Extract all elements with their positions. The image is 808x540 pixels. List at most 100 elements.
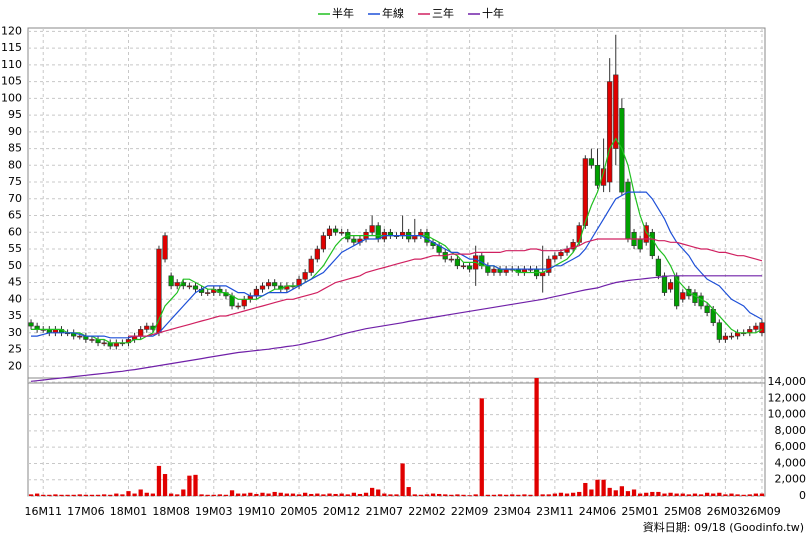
volume-bar — [83, 494, 88, 496]
x-tick-label: 18M01 — [110, 505, 148, 518]
candle-body — [265, 282, 272, 287]
volume-bar — [126, 491, 131, 496]
price-panel — [27, 27, 766, 384]
x-tick-label: 25M01 — [621, 505, 659, 518]
y-tick-label: 70 — [8, 192, 22, 205]
volume-bar — [138, 489, 143, 496]
x-tick-label: 26M03 — [707, 505, 745, 518]
volume-bar — [601, 479, 606, 496]
y-tick-label: 25 — [8, 343, 22, 356]
candle-body — [369, 225, 375, 233]
volume-bar — [607, 487, 612, 496]
x-tick-label: 24M06 — [579, 505, 617, 518]
candle-body — [259, 285, 266, 290]
volume-bar — [400, 463, 405, 496]
volume-bar — [59, 494, 64, 496]
volume-bar — [169, 493, 174, 496]
volume-bar — [455, 494, 460, 496]
candle-body — [649, 231, 655, 257]
volume-bar — [735, 494, 740, 496]
candle-body — [485, 265, 491, 273]
volume-bar — [430, 493, 436, 496]
volume-bar — [199, 494, 204, 496]
volume-bar — [156, 465, 162, 496]
candle-body — [552, 255, 558, 260]
volume-bar — [686, 494, 691, 496]
candle-body — [588, 158, 595, 166]
y-tick-label: 120 — [1, 24, 22, 37]
volume-bar — [656, 491, 661, 496]
y-tick-label: 65 — [8, 209, 22, 222]
candle-body — [235, 305, 241, 308]
volume-bar — [467, 495, 472, 496]
volume-bar — [89, 494, 95, 496]
volume-bar — [120, 494, 125, 496]
candle-body — [314, 248, 320, 260]
volume-bar — [571, 492, 576, 496]
candle-body — [308, 258, 314, 273]
volume-bar — [613, 490, 618, 496]
volume-bar — [449, 494, 454, 496]
candle-body — [570, 242, 576, 250]
volume-bar — [692, 493, 698, 496]
x-tick-label: 22M02 — [408, 505, 446, 518]
candle-body — [460, 265, 467, 268]
volume-bar — [680, 493, 685, 496]
candle-body — [351, 238, 357, 243]
candle-body — [339, 231, 345, 234]
candle-body — [637, 238, 643, 250]
volume-bar — [53, 494, 58, 496]
y2-tick-label: 10,000 — [768, 408, 807, 421]
volume-bar — [35, 493, 40, 496]
y2-tick-label: 2,000 — [775, 473, 807, 486]
x-tick-label: 16M11 — [24, 505, 62, 518]
y-tick-label: 75 — [8, 175, 22, 188]
candle-body — [77, 335, 83, 338]
legend: 半年 年線 三年 十年 — [318, 6, 504, 20]
volume-bar — [193, 474, 198, 496]
candle-body — [253, 288, 260, 297]
volume-bar — [564, 493, 570, 496]
ma-line — [128, 238, 763, 337]
volume-bar — [333, 493, 338, 496]
volume-bar — [28, 494, 34, 496]
y2-tick-label: 14,000 — [768, 375, 807, 388]
volume-bar — [595, 479, 600, 496]
volume-bar — [363, 492, 369, 496]
volume-bar — [662, 493, 667, 496]
candle-body — [692, 292, 698, 303]
volume-bar — [229, 490, 235, 496]
candle-body — [661, 275, 668, 293]
y-tick-label: 110 — [1, 58, 22, 71]
volume-bar — [309, 493, 314, 496]
volume-bar — [223, 494, 229, 496]
candle-body — [241, 298, 247, 307]
volume-bar — [583, 482, 588, 496]
volume-bar — [558, 492, 564, 496]
volume-bar — [625, 491, 631, 496]
volume-bar — [181, 489, 186, 496]
volume-bar — [266, 493, 271, 496]
volume-bar — [187, 475, 192, 496]
candle-body — [320, 235, 327, 250]
candle-body — [655, 258, 662, 277]
candle-body — [101, 342, 107, 345]
volume-bar — [144, 492, 149, 496]
volume-bar — [236, 493, 241, 496]
candle-body — [491, 268, 497, 273]
y-tick-label: 100 — [1, 91, 22, 104]
volume-bar — [47, 494, 52, 496]
candle-body — [643, 225, 649, 243]
volume-bar — [552, 493, 557, 496]
volume-bar — [668, 492, 673, 496]
volume-bar — [589, 489, 594, 496]
volume-bar — [205, 494, 210, 496]
y-tick-label: 95 — [8, 108, 22, 121]
volume-bar — [71, 494, 76, 496]
volume-bar — [705, 492, 710, 496]
x-tick-label: 19M03 — [195, 505, 233, 518]
candle-body — [326, 228, 333, 236]
volume-bar — [631, 489, 637, 496]
volume-bar — [741, 494, 746, 496]
